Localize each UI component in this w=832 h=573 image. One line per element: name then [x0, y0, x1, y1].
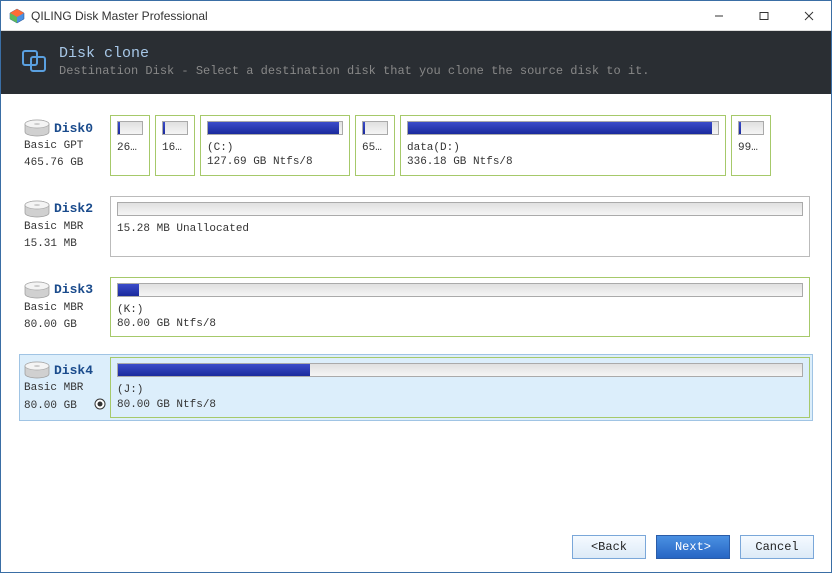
partition-info: 336.18 GB Ntfs/8	[407, 155, 719, 169]
app-icon	[9, 8, 25, 24]
disk-header: Disk3 Basic MBR 80.00 GB	[22, 277, 110, 338]
back-button[interactable]: <Back	[572, 535, 646, 559]
partition[interactable]: 15.28 MB Unallocated	[110, 196, 810, 257]
usage-bar-fill	[408, 122, 712, 134]
disk-icon-wrap: Disk0	[24, 119, 106, 137]
partition-label: (J:)	[117, 383, 803, 397]
disk-header: Disk0 Basic GPT 465.76 GB	[22, 115, 110, 176]
disk-header: Disk4 Basic MBR 80.00 GB	[22, 357, 110, 418]
footer-buttons: <Back Next> Cancel	[0, 525, 832, 573]
usage-bar-fill	[118, 284, 139, 296]
partitions: (K:)80.00 GB Ntfs/8	[110, 277, 810, 338]
disk-type: Basic MBR	[24, 301, 106, 316]
page-header: Disk clone Destination Disk - Select a d…	[1, 31, 831, 94]
disk-size: 465.76 GB	[24, 156, 83, 171]
disk-size: 15.31 MB	[24, 237, 77, 252]
partition-info: 127.69 GB Ntfs/8	[207, 155, 343, 169]
disk-name: Disk0	[54, 121, 93, 136]
partitions: (J:)80.00 GB Ntfs/8	[110, 357, 810, 418]
disk-row[interactable]: Disk4 Basic MBR 80.00 GB (J:)80.00 GB Ntfs/…	[19, 354, 813, 421]
maximize-button[interactable]	[741, 1, 786, 31]
disk-icon-wrap: Disk4	[24, 361, 106, 379]
partition-info: 99...	[738, 141, 764, 155]
usage-bar	[738, 121, 764, 135]
partition[interactable]: (J:)80.00 GB Ntfs/8	[110, 357, 810, 418]
usage-bar-fill	[118, 364, 310, 376]
disk-name: Disk2	[54, 201, 93, 216]
usage-bar-fill	[208, 122, 339, 134]
page-title: Disk clone	[59, 45, 650, 62]
disk-row[interactable]: Disk0 Basic GPT 465.76 GB 26... 16... (C:)127…	[19, 112, 813, 179]
next-button[interactable]: Next>	[656, 535, 730, 559]
close-button[interactable]	[786, 1, 831, 31]
partition[interactable]: 26...	[110, 115, 150, 176]
disk-selected-radio[interactable]	[94, 398, 106, 413]
disk-size: 80.00 GB	[24, 318, 77, 333]
partition-info: 65...	[362, 141, 388, 155]
partition-label: (K:)	[117, 303, 803, 317]
usage-bar	[117, 202, 803, 216]
partition-label: (C:)	[207, 141, 343, 155]
disk-size: 80.00 GB	[24, 399, 77, 414]
disk-icon-wrap: Disk2	[24, 200, 106, 218]
usage-bar	[407, 121, 719, 135]
partition[interactable]: data(D:)336.18 GB Ntfs/8	[400, 115, 726, 176]
usage-bar-fill	[363, 122, 365, 134]
partition-label: data(D:)	[407, 141, 719, 155]
usage-bar	[117, 121, 143, 135]
usage-bar	[162, 121, 188, 135]
partitions: 15.28 MB Unallocated	[110, 196, 810, 257]
disk-header: Disk2 Basic MBR 15.31 MB	[22, 196, 110, 257]
usage-bar-fill	[118, 122, 120, 134]
partition-info: 80.00 GB Ntfs/8	[117, 398, 803, 412]
partition[interactable]: 16...	[155, 115, 195, 176]
usage-bar-fill	[163, 122, 165, 134]
minimize-button[interactable]	[696, 1, 741, 31]
disk-row[interactable]: Disk2 Basic MBR 15.31 MB 15.28 MB Unallocat…	[19, 193, 813, 260]
hard-disk-icon	[24, 281, 50, 299]
partition[interactable]: (C:)127.69 GB Ntfs/8	[200, 115, 350, 176]
partition[interactable]: (K:)80.00 GB Ntfs/8	[110, 277, 810, 338]
hard-disk-icon	[24, 200, 50, 218]
hard-disk-icon	[24, 119, 50, 137]
hard-disk-icon	[24, 361, 50, 379]
usage-bar	[362, 121, 388, 135]
disk-type: Basic MBR	[24, 381, 106, 396]
titlebar: QILING Disk Master Professional	[1, 1, 831, 31]
partition-info: 15.28 MB Unallocated	[117, 222, 803, 236]
disk-name: Disk3	[54, 282, 93, 297]
partition-info: 16...	[162, 141, 188, 155]
window-controls	[696, 1, 831, 31]
partition[interactable]: 99...	[731, 115, 771, 176]
usage-bar	[207, 121, 343, 135]
usage-bar	[117, 363, 803, 377]
window-title: QILING Disk Master Professional	[31, 9, 208, 23]
disk-list: Disk0 Basic GPT 465.76 GB 26... 16... (C:)127…	[1, 94, 831, 443]
partition[interactable]: 65...	[355, 115, 395, 176]
usage-bar-fill	[739, 122, 741, 134]
partition-info: 26...	[117, 141, 143, 155]
disk-type: Basic MBR	[24, 220, 106, 235]
disk-clone-icon	[19, 45, 49, 75]
usage-bar	[117, 283, 803, 297]
page-subtitle: Destination Disk - Select a destination …	[59, 64, 650, 78]
disk-type: Basic GPT	[24, 139, 106, 154]
disk-row[interactable]: Disk3 Basic MBR 80.00 GB (K:)80.00 GB Ntfs/…	[19, 274, 813, 341]
partition-info: 80.00 GB Ntfs/8	[117, 317, 803, 331]
disk-name: Disk4	[54, 363, 93, 378]
partitions: 26... 16... (C:)127.69 GB Ntfs/8 65... data(…	[110, 115, 810, 176]
cancel-button[interactable]: Cancel	[740, 535, 814, 559]
disk-icon-wrap: Disk3	[24, 281, 106, 299]
